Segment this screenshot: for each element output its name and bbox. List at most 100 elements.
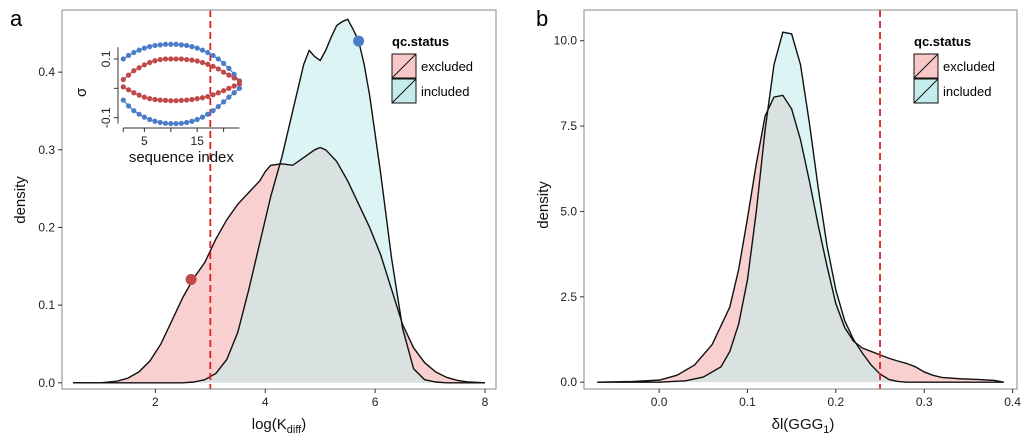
inset-point-blue_upper	[221, 60, 227, 66]
inset-point-blue_upper	[131, 49, 137, 56]
legend-label-excluded: excluded	[943, 59, 995, 74]
density-included-line	[597, 31, 1004, 383]
inset-point-blue_lower	[136, 111, 142, 117]
x-axis-label: log(Kdiff)	[252, 416, 307, 436]
y-tick-label: 0.1	[38, 298, 55, 312]
plot-frame	[583, 9, 1018, 390]
legend-title: qc.status	[914, 34, 971, 49]
inset-x-tick-label: 5	[141, 134, 148, 148]
inset-point-blue_lower	[125, 103, 132, 109]
inset-point-red_lower	[184, 97, 190, 103]
inset-point-blue_upper	[210, 52, 216, 59]
inset-point-blue_lower	[152, 118, 158, 124]
x-tick-label: 0.3	[916, 395, 933, 409]
density-included-line	[72, 18, 486, 384]
y-tick-label: 0.3	[38, 143, 55, 157]
panel-b: 0.0 0.1 0.2 0.3 0.4 0.0 2.5 5.0 7.5 10.0 density δl…	[535, 6, 1021, 436]
inset-point-red_lower	[231, 83, 237, 89]
inset-point-red_upper	[168, 56, 174, 62]
marker-included	[353, 35, 365, 47]
inset-point-blue_lower	[141, 114, 147, 120]
inset-point-blue_lower	[226, 94, 232, 100]
plot-frame	[61, 9, 497, 390]
inset-point-blue_upper	[162, 41, 169, 47]
x-tick-label: 0.4	[1004, 395, 1021, 409]
x-axis-label-close: )	[301, 416, 306, 433]
x-tick-label: 2	[152, 395, 159, 409]
x-axis-label-sub: diff	[287, 424, 302, 436]
inset-point-blue_lower	[178, 120, 184, 126]
inset-point-red_lower	[205, 93, 211, 100]
inset-point-red_lower	[136, 92, 142, 98]
inset-y-tick-label: 0.1	[99, 50, 113, 67]
x-tick-label: 8	[482, 395, 489, 409]
x-axis-label-main: δl(GGG	[772, 416, 824, 433]
y-axis-label: density	[12, 176, 29, 224]
inset-point-blue_lower	[205, 111, 211, 117]
density-included-area	[72, 19, 486, 383]
inset-point-blue_upper	[178, 42, 184, 48]
y-tick-label: 0.2	[38, 220, 55, 234]
inset-point-red_upper	[173, 56, 179, 62]
inset-point-red_lower	[221, 88, 227, 94]
inset-point-blue_lower	[231, 90, 237, 96]
inset-point-red_upper	[136, 65, 142, 71]
inset-chart: 5 15 -0.1 0.1 sequence index σ	[73, 41, 243, 166]
inset-point-blue_lower	[157, 119, 163, 126]
inset-point-blue_lower	[199, 114, 206, 120]
inset-point-blue_lower	[210, 108, 216, 114]
inset-point-blue_upper	[215, 56, 221, 62]
legend-label-included: included	[421, 84, 469, 99]
x-axis-label-main: log(K	[252, 416, 287, 433]
inset-point-red_lower	[173, 98, 179, 104]
inset-point-red_upper	[141, 62, 147, 68]
inset-x-axis-label: sequence index	[129, 149, 235, 166]
inset-point-blue_upper	[147, 44, 153, 50]
inset-point-red_lower	[125, 87, 132, 93]
inset-point-blue_lower	[215, 103, 221, 110]
y-tick-label: 0.0	[38, 376, 55, 390]
inset-point-blue_upper	[141, 45, 147, 51]
inset-point-red_upper	[226, 72, 232, 78]
panel-a: 2 4 6 8 0.0 0.1 0.2 0.3 0.4 density log(Kdiff) a qc.…	[10, 6, 497, 436]
inset-point-blue_lower	[162, 120, 169, 126]
inset-point-blue_upper	[226, 65, 232, 71]
inset-point-blue_lower	[168, 120, 174, 127]
inset-point-blue_lower	[147, 116, 153, 123]
inset-point-red_lower	[215, 90, 221, 96]
inset-point-red_lower	[152, 96, 158, 103]
inset-point-red_lower	[120, 84, 126, 90]
density-excluded-line	[597, 94, 1004, 383]
inset-point-red_upper	[194, 58, 200, 64]
inset-point-blue_upper	[168, 41, 174, 47]
inset-y-tick-label: -0.1	[99, 107, 113, 128]
inset-point-blue_upper	[199, 47, 206, 53]
inset-point-red_lower	[236, 81, 243, 87]
inset-point-red_lower	[131, 90, 137, 96]
inset-y-axis-label: σ	[73, 87, 90, 97]
inset-point-red_upper	[184, 56, 190, 63]
inset-point-red_lower	[194, 96, 200, 102]
inset-point-red_upper	[178, 56, 184, 62]
inset-point-red_upper	[131, 68, 137, 74]
legend-title: qc.status	[392, 34, 449, 49]
inset-point-red_upper	[231, 75, 237, 81]
inset-x-tick-label: 15	[191, 134, 205, 148]
inset-point-blue_upper	[231, 71, 237, 77]
y-tick-label: 7.5	[560, 119, 577, 133]
x-tick-label: 0.1	[739, 395, 756, 409]
panel-label: b	[536, 6, 548, 31]
inset-point-blue_upper	[184, 42, 190, 49]
x-axis-label-close: )	[829, 416, 834, 433]
inset-point-red_lower	[210, 92, 216, 98]
inset-point-red_upper	[120, 76, 126, 83]
inset-point-red_lower	[189, 96, 195, 103]
inset-point-blue_upper	[194, 45, 200, 51]
inset-point-red_lower	[168, 98, 174, 104]
inset-point-red_upper	[162, 56, 169, 62]
inset-point-blue_lower	[120, 97, 126, 103]
y-tick-label: 2.5	[560, 290, 577, 304]
marker-excluded	[185, 273, 197, 285]
legend-key-diagonal	[913, 53, 939, 79]
inset-point-blue_lower	[194, 116, 200, 123]
